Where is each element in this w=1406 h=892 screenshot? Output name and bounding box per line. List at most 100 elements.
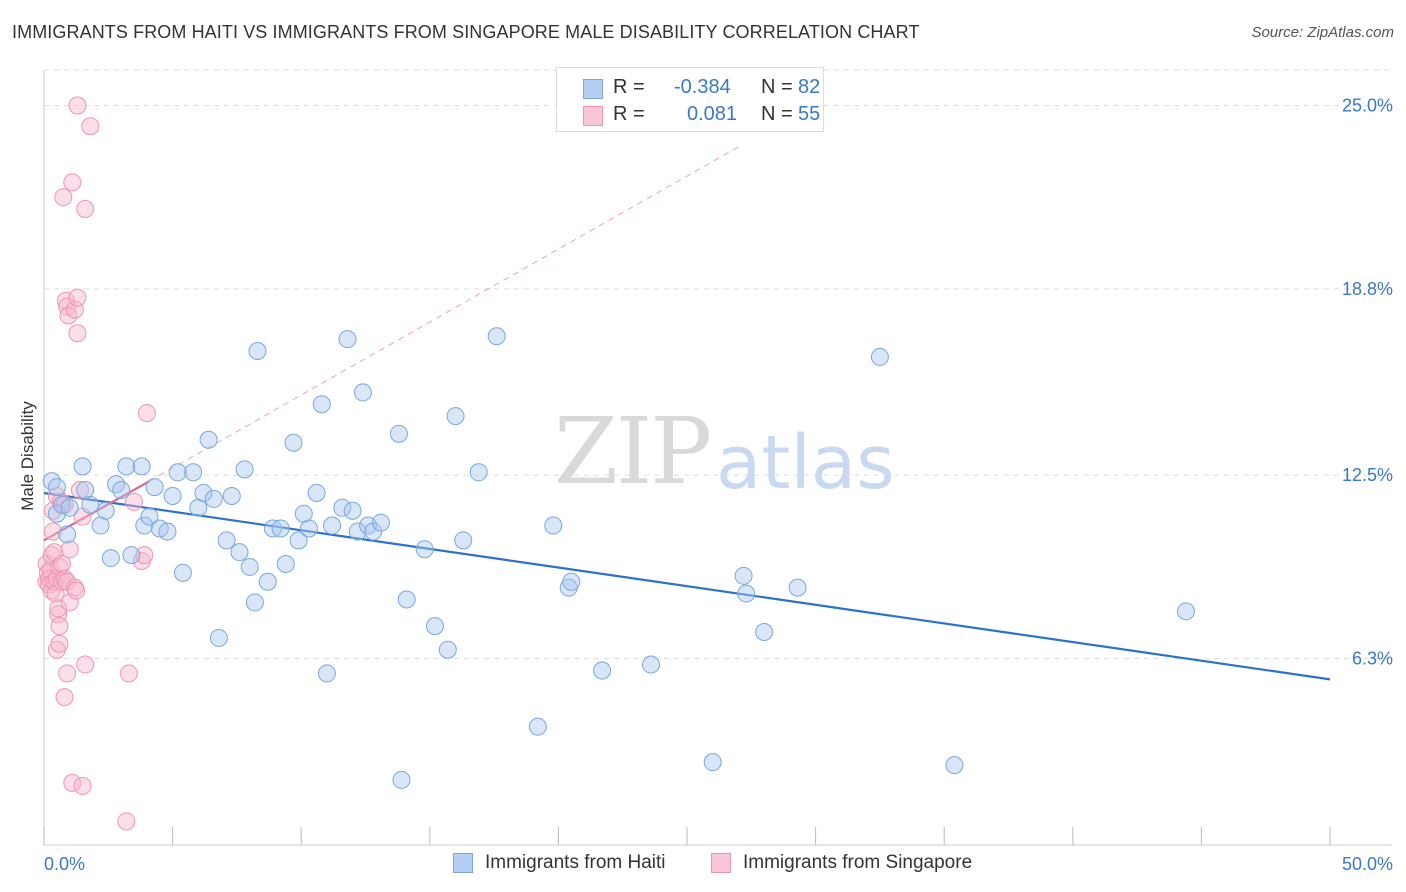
singapore-trend-extension xyxy=(149,146,739,482)
haiti-point xyxy=(276,554,295,573)
singapore-point xyxy=(58,664,77,683)
haiti-point xyxy=(163,486,182,505)
singapore-point xyxy=(49,599,68,618)
haiti-n-label: N = xyxy=(761,76,793,98)
haiti-point xyxy=(562,572,581,591)
singapore-point xyxy=(117,812,136,831)
singapore-point xyxy=(137,404,156,423)
haiti-swatch xyxy=(583,79,603,99)
haiti-point xyxy=(348,522,367,541)
haiti-point xyxy=(122,546,141,565)
singapore-point xyxy=(81,117,100,136)
haiti-point xyxy=(945,756,964,775)
watermark-zip: ZIP xyxy=(554,398,712,505)
haiti-point xyxy=(271,519,290,538)
haiti-point xyxy=(397,590,416,609)
haiti-point xyxy=(446,407,465,426)
bottom-singapore-label: Immigrants from Singapore xyxy=(743,852,973,873)
haiti-trend-line xyxy=(43,491,1331,681)
haiti-point xyxy=(487,327,506,346)
haiti-point xyxy=(323,516,342,535)
haiti-point xyxy=(755,623,774,642)
bottom-haiti-swatch xyxy=(453,853,473,873)
singapore-point xyxy=(44,522,63,541)
haiti-point xyxy=(438,640,457,659)
x-tick-label-max: 50.0% xyxy=(1342,854,1393,874)
haiti-point xyxy=(217,531,236,550)
haiti-point xyxy=(263,519,282,538)
haiti-point xyxy=(454,531,473,550)
singapore-swatch xyxy=(583,106,603,126)
haiti-point xyxy=(184,463,203,482)
haiti-point xyxy=(343,501,362,520)
haiti-point xyxy=(73,457,92,476)
singapore-r-label: R = xyxy=(613,103,645,125)
watermark-atlas: atlas xyxy=(716,420,895,506)
singapore-point xyxy=(71,481,90,500)
singapore-point xyxy=(63,773,82,792)
haiti-point xyxy=(42,472,61,491)
axis-layer xyxy=(43,70,1392,846)
singapore-point xyxy=(50,634,69,653)
haiti-point xyxy=(258,572,277,591)
haiti-point xyxy=(140,507,159,526)
haiti-point xyxy=(299,519,318,538)
singapore-point xyxy=(68,288,87,307)
singapore-point xyxy=(65,300,84,319)
singapore-n-value: 55 xyxy=(798,103,821,125)
haiti-point xyxy=(737,584,756,603)
correlation-legend: R = -0.384 N = 82 R = 0.081 N = 55 xyxy=(556,67,824,132)
tick-labels-layer: 6.3% 12.5% 18.8% 25.0% 0.0% 50.0% xyxy=(44,95,1393,874)
y-tick-label: 18.8% xyxy=(1342,279,1393,299)
source-label: Source: ZipAtlas.com xyxy=(1251,24,1394,41)
haiti-point xyxy=(173,563,192,582)
singapore-r-value: 0.081 xyxy=(687,103,738,125)
haiti-point xyxy=(58,525,77,544)
singapore-point xyxy=(135,546,154,565)
haiti-point xyxy=(112,481,131,500)
haiti-n-value: 82 xyxy=(798,76,821,98)
haiti-point xyxy=(96,501,115,520)
singapore-point xyxy=(46,584,65,603)
haiti-point xyxy=(703,753,722,772)
haiti-point xyxy=(389,424,408,443)
y-axis-title: Male Disability xyxy=(18,401,37,511)
singapore-point xyxy=(125,492,144,511)
haiti-point xyxy=(469,463,488,482)
singapore-point xyxy=(67,581,86,600)
haiti-point xyxy=(284,433,303,452)
haiti-point xyxy=(47,478,66,497)
singapore-point xyxy=(54,188,73,207)
haiti-point xyxy=(425,617,444,636)
haiti-point xyxy=(117,457,136,476)
y-tick-label: 12.5% xyxy=(1342,465,1393,485)
singapore-point xyxy=(63,173,82,192)
haiti-point xyxy=(107,475,126,494)
singapore-point xyxy=(76,655,95,674)
haiti-point xyxy=(392,770,411,789)
singapore-point xyxy=(53,554,72,573)
singapore-point xyxy=(119,664,138,683)
haiti-point xyxy=(204,489,223,508)
haiti-point xyxy=(415,540,434,559)
haiti-point xyxy=(788,578,807,597)
haiti-point xyxy=(528,717,547,736)
haiti-point xyxy=(145,478,164,497)
haiti-point xyxy=(338,330,357,349)
haiti-point xyxy=(194,483,213,502)
haiti-point xyxy=(60,498,79,517)
chart-title: IMMIGRANTS FROM HAITI VS IMMIGRANTS FROM… xyxy=(12,22,920,42)
haiti-r-label: R = xyxy=(613,76,645,98)
haiti-point xyxy=(312,395,331,414)
singapore-point xyxy=(65,578,84,597)
singapore-point xyxy=(60,540,79,559)
bottom-singapore-swatch xyxy=(711,853,731,873)
haiti-point xyxy=(371,513,390,532)
singapore-point xyxy=(50,617,69,636)
bottom-haiti-label: Immigrants from Haiti xyxy=(485,852,666,873)
singapore-point xyxy=(55,688,74,707)
haiti-point xyxy=(209,628,228,647)
haiti-point xyxy=(333,498,352,517)
haiti-point xyxy=(317,664,336,683)
